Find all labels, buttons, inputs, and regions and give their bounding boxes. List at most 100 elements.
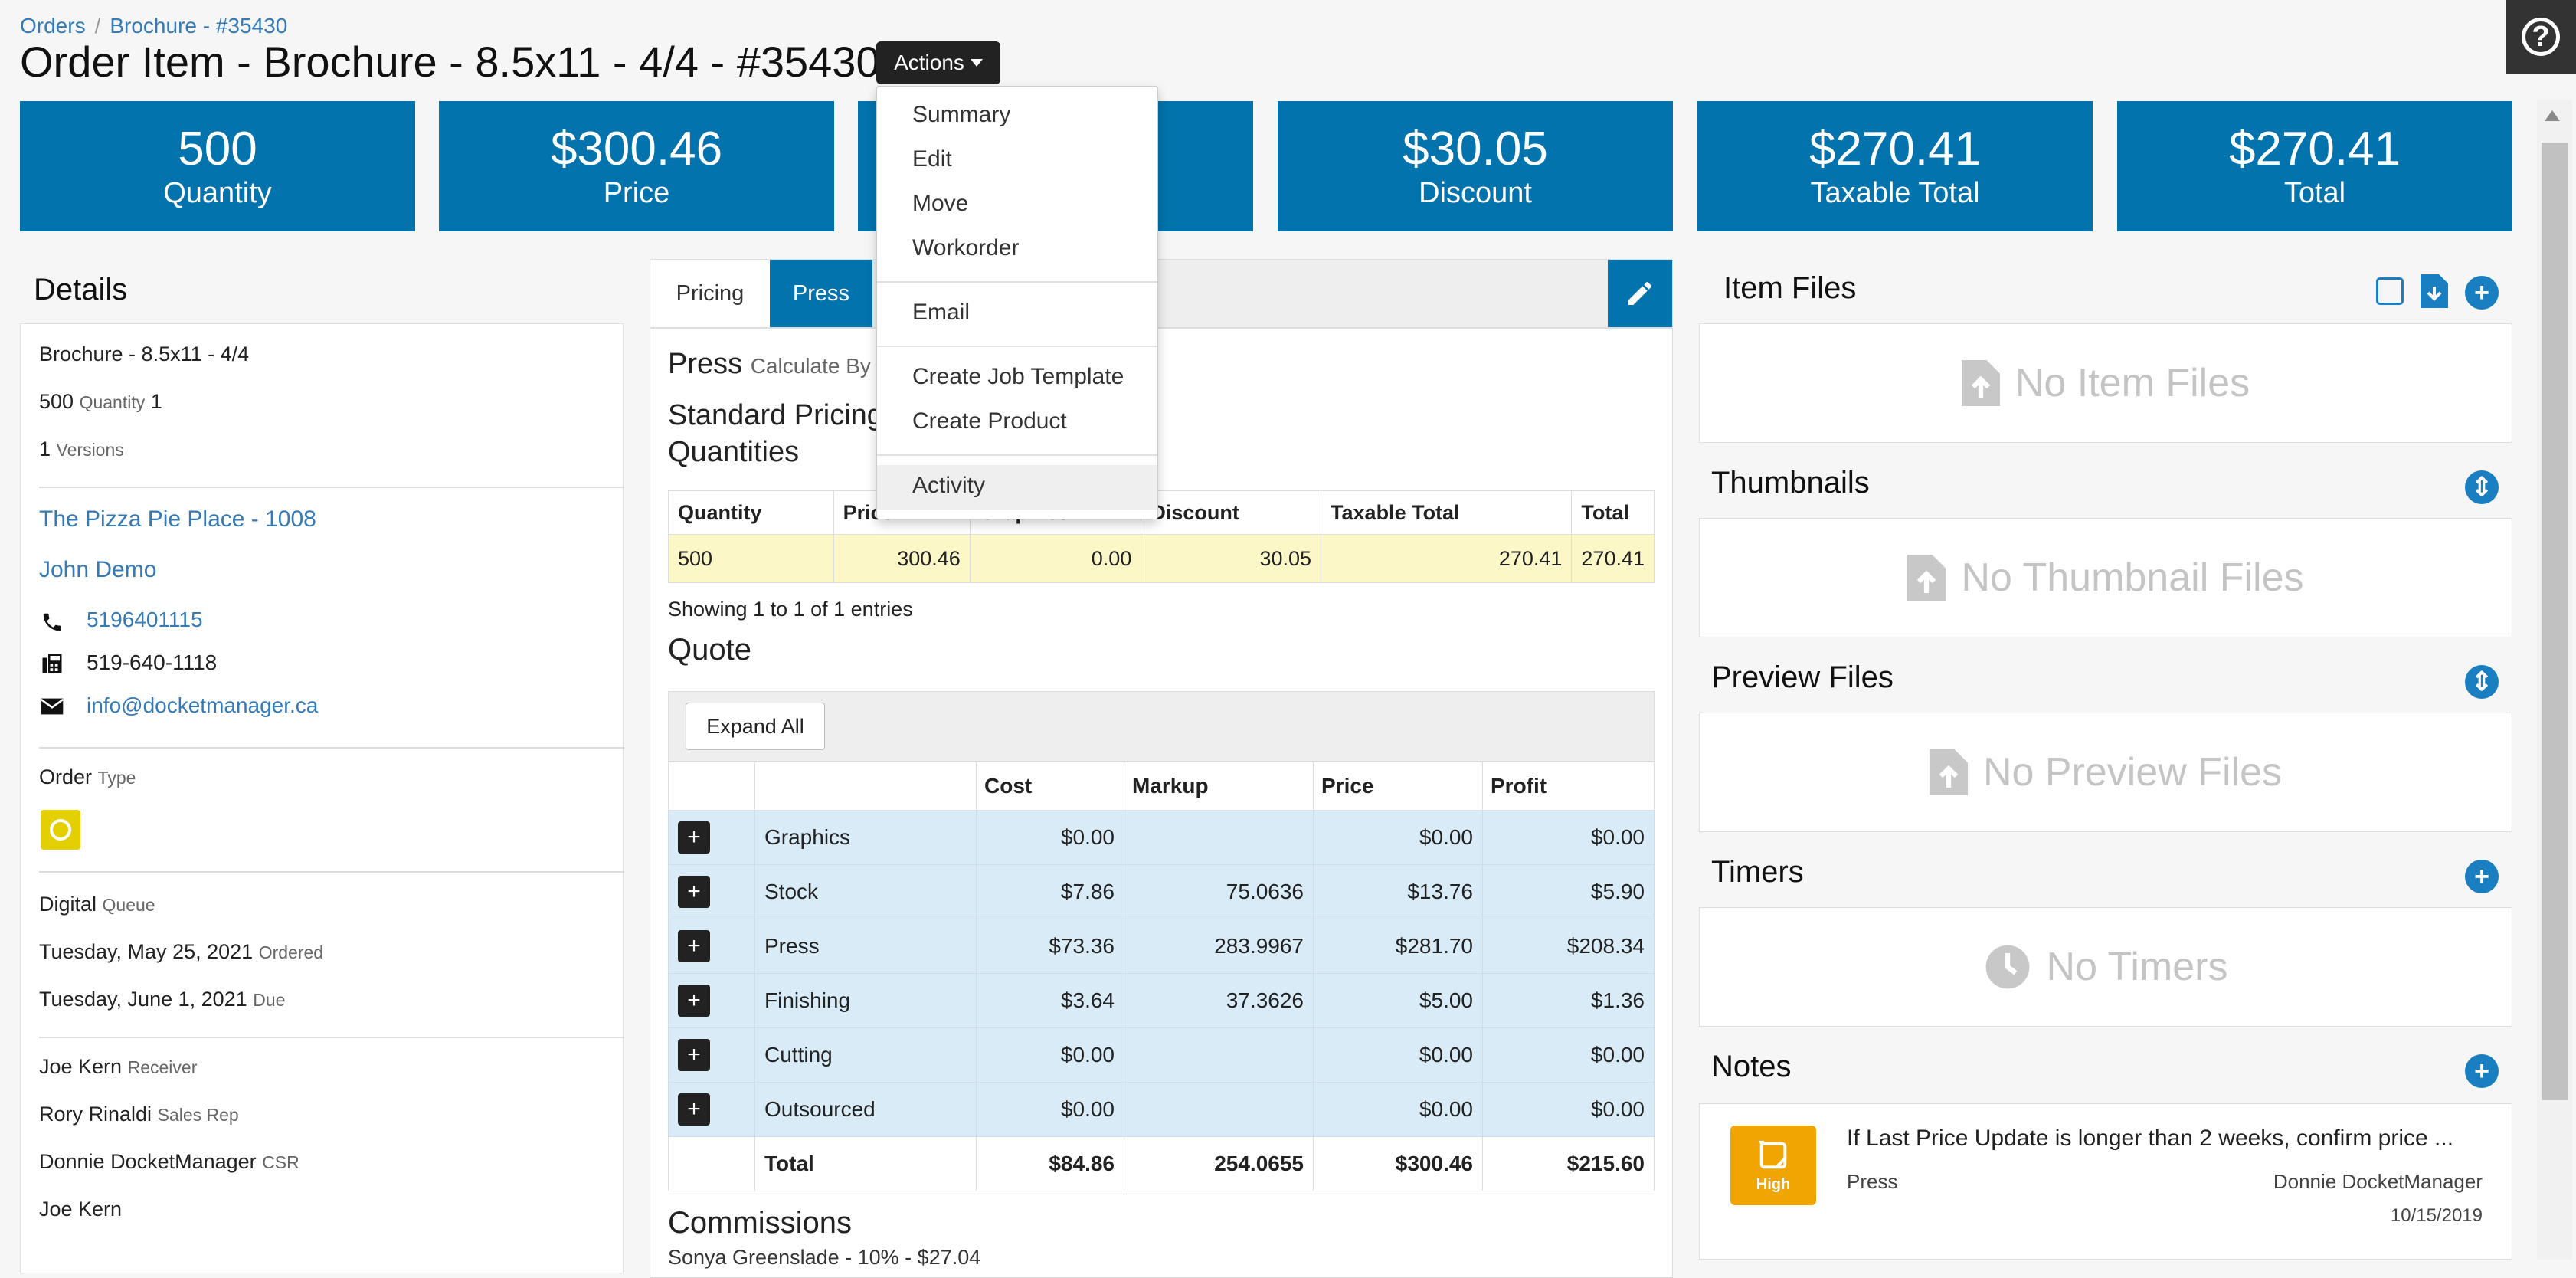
fax-icon bbox=[42, 654, 62, 673]
add-item-file-icon[interactable]: + bbox=[2465, 276, 2499, 310]
col-header-taxable-total[interactable]: Taxable Total bbox=[1321, 490, 1573, 535]
quote-row-cutting: + Cutting $0.00 $0.00 $0.00 bbox=[668, 1027, 1655, 1083]
tile-label: Discount bbox=[1419, 177, 1532, 209]
thumbnails-title: Thumbnails bbox=[1711, 466, 1870, 500]
add-timer-icon[interactable]: + bbox=[2465, 860, 2499, 893]
expand-row-button[interactable]: + bbox=[678, 985, 710, 1017]
row-cost: $0.00 bbox=[976, 1082, 1124, 1137]
quote-heading: Quote bbox=[668, 633, 751, 667]
menu-item-move[interactable]: Move bbox=[912, 191, 969, 216]
row-name: Press bbox=[754, 919, 977, 974]
toggle-preview-icon[interactable]: ⇕ bbox=[2465, 665, 2499, 699]
expand-row-button[interactable]: + bbox=[678, 1093, 710, 1126]
tab-pricing[interactable]: Pricing bbox=[650, 260, 770, 327]
quote-row-stock: + Stock $7.86 75.0636 $13.76 $5.90 bbox=[668, 864, 1655, 919]
quote-row-press: + Press $73.36 283.9967 $281.70 $208.34 bbox=[668, 919, 1655, 974]
timers-box: No Timers bbox=[1699, 907, 2512, 1027]
page-scrollbar[interactable] bbox=[2537, 100, 2572, 1260]
quote-row-finishing: + Finishing $3.64 37.3626 $5.00 $1.36 bbox=[668, 973, 1655, 1028]
details-title: Details bbox=[34, 273, 128, 306]
receiver-name: Joe Kern bbox=[39, 1055, 123, 1078]
total-spacer bbox=[668, 1136, 755, 1191]
quantity-label: Quantity bbox=[79, 392, 146, 412]
quote-table: Cost Markup Price Profit + Graphics $0.0… bbox=[668, 762, 1655, 1191]
note-item[interactable]: High If Last Price Update is longer than… bbox=[1699, 1103, 2512, 1260]
total-tile: $270.41 Total bbox=[2117, 101, 2512, 231]
cell-price: 300.46 bbox=[833, 534, 971, 583]
order-label: Order bbox=[39, 765, 93, 788]
file-upload-icon bbox=[1929, 749, 1968, 795]
row-name: Graphics bbox=[754, 810, 977, 865]
expand-row-button[interactable]: + bbox=[678, 1039, 710, 1071]
pricing-tabs: Pricing Press bbox=[650, 259, 1673, 328]
phone-icon bbox=[43, 613, 61, 631]
add-note-icon[interactable]: + bbox=[2465, 1054, 2499, 1088]
col-header-markup: Markup bbox=[1124, 762, 1314, 811]
table-row[interactable]: 500 300.46 0.00 30.05 270.41 270.41 bbox=[668, 534, 1655, 583]
ordered-label: Ordered bbox=[258, 942, 324, 962]
tab-press[interactable]: Press bbox=[770, 260, 872, 327]
row-price: $0.00 bbox=[1313, 1082, 1483, 1137]
price-tile: $300.46 Price bbox=[439, 101, 834, 231]
expand-row-button[interactable]: + bbox=[678, 876, 710, 908]
menu-divider bbox=[877, 346, 1157, 347]
quote-header-row: Cost Markup Price Profit bbox=[668, 762, 1655, 811]
queue-row: Digital Queue bbox=[39, 893, 155, 916]
divider bbox=[39, 747, 624, 749]
menu-item-email[interactable]: Email bbox=[912, 300, 971, 325]
col-header-discount[interactable]: Discount bbox=[1141, 490, 1322, 535]
total-name: Total bbox=[754, 1136, 977, 1191]
menu-item-create-job-template[interactable]: Create Job Template bbox=[912, 364, 1124, 389]
select-all-checkbox[interactable] bbox=[2376, 277, 2404, 305]
versions-value: 1 bbox=[39, 437, 51, 460]
menu-item-create-product[interactable]: Create Product bbox=[912, 408, 1067, 434]
scroll-up-arrow-icon[interactable] bbox=[2545, 110, 2560, 121]
download-file-icon[interactable] bbox=[2421, 274, 2448, 308]
help-button[interactable]: ? bbox=[2506, 0, 2576, 74]
contact-link[interactable]: John Demo bbox=[39, 557, 157, 582]
tile-label: Taxable Total bbox=[1810, 177, 1980, 209]
file-upload-icon bbox=[1961, 360, 2000, 406]
phone-link[interactable]: 5196401115 bbox=[87, 608, 203, 631]
ring-icon bbox=[50, 819, 71, 841]
item-files-box: No Item Files bbox=[1699, 323, 2512, 443]
salesrep-label: Sales Rep bbox=[157, 1105, 239, 1125]
menu-item-summary[interactable]: Summary bbox=[912, 102, 1011, 127]
menu-item-edit[interactable]: Edit bbox=[912, 146, 952, 172]
col-header-cost: Cost bbox=[976, 762, 1124, 811]
toggle-thumbnails-icon[interactable]: ⇕ bbox=[2465, 470, 2499, 504]
divider bbox=[39, 1037, 624, 1038]
tile-label: Price bbox=[603, 177, 670, 209]
company-link[interactable]: The Pizza Pie Place - 1008 bbox=[39, 506, 316, 532]
email-link[interactable]: info@docketmanager.ca bbox=[87, 693, 319, 717]
queue-value: Digital bbox=[39, 893, 97, 916]
expand-all-button[interactable]: Expand All bbox=[686, 703, 825, 750]
total-price: $300.46 bbox=[1313, 1136, 1483, 1191]
edit-button[interactable] bbox=[1608, 260, 1672, 327]
envelope-icon bbox=[40, 698, 64, 715]
caret-down-icon bbox=[970, 59, 983, 67]
breadcrumb-brochure-link[interactable]: Brochure - #35430 bbox=[110, 14, 288, 38]
csr-label: CSR bbox=[262, 1152, 299, 1172]
tile-value: $270.41 bbox=[2228, 123, 2401, 175]
col-header-name bbox=[754, 762, 977, 811]
expand-row-button[interactable]: + bbox=[678, 930, 710, 962]
col-header-quantity[interactable]: Quantity bbox=[668, 490, 834, 535]
expand-row-button[interactable]: + bbox=[678, 821, 710, 854]
menu-item-workorder[interactable]: Workorder bbox=[912, 235, 1020, 261]
note-category: Press bbox=[1847, 1170, 1898, 1193]
menu-divider bbox=[877, 454, 1157, 456]
actions-button[interactable]: Actions bbox=[876, 41, 1000, 84]
cell-graphics: 0.00 bbox=[969, 534, 1142, 583]
menu-item-activity[interactable]: Activity bbox=[912, 473, 986, 498]
row-cost: $7.86 bbox=[976, 864, 1124, 919]
col-header-total[interactable]: Total bbox=[1571, 490, 1655, 535]
versions-label: Versions bbox=[56, 440, 124, 460]
scrollbar-thumb[interactable] bbox=[2542, 143, 2568, 1100]
calculate-by-label: Calculate By bbox=[750, 354, 871, 378]
commission-line: Sonya Greenslade - 10% - $27.04 bbox=[668, 1246, 981, 1269]
col-header-profit: Profit bbox=[1482, 762, 1655, 811]
breadcrumb-orders-link[interactable]: Orders bbox=[20, 14, 86, 38]
tile-value: $30.05 bbox=[1403, 123, 1548, 175]
row-profit: $208.34 bbox=[1482, 919, 1655, 974]
